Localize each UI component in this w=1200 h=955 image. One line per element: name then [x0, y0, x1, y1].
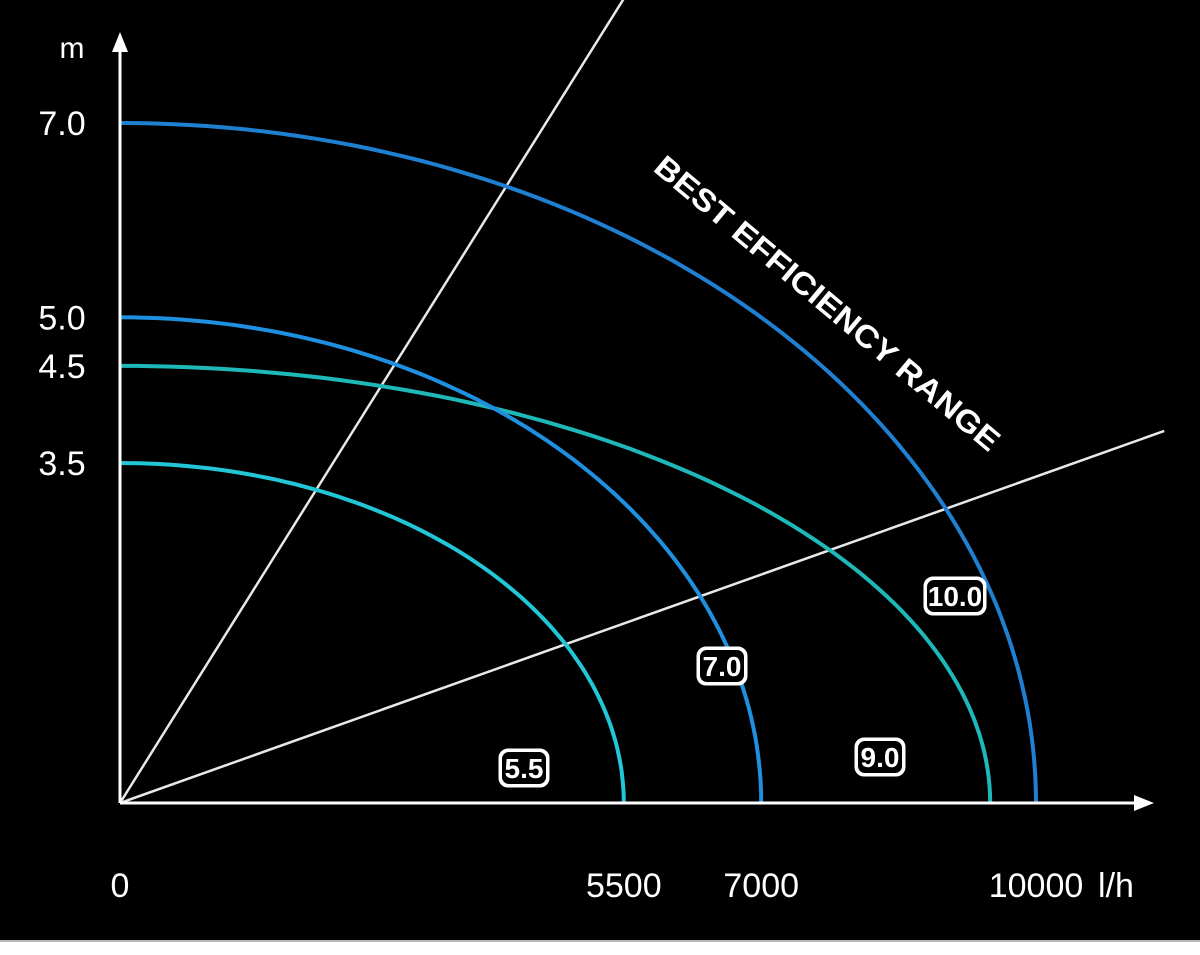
y-tick-label: 4.5 [38, 348, 85, 386]
curve-label-badge: 10.0 [923, 576, 987, 616]
curve-label-text: 7.0 [703, 651, 742, 682]
efficiency-boundary-line [119, 429, 1165, 805]
x-tick-label: 0 [111, 867, 130, 905]
curve-label-badge: 5.5 [498, 748, 550, 788]
x-tick-label: 5500 [586, 867, 662, 905]
pump-curve-10-0 [119, 121, 1038, 804]
pump-curve-9-0 [120, 363, 993, 804]
x-axis-unit-label: l/h [1098, 867, 1134, 905]
efficiency-boundary-line [118, 0, 625, 804]
curve-label-text: 5.5 [505, 753, 544, 784]
pump-curve-5-5 [119, 461, 626, 804]
y-axis-arrow [112, 32, 128, 52]
y-tick-label: 7.0 [38, 105, 85, 143]
curve-label-text: 9.0 [861, 742, 900, 773]
bottom-strip [0, 940, 1200, 955]
pump-curve-7-0 [119, 315, 764, 804]
efficiency-annotation: BEST EFFICIENCY RANGE [648, 149, 1008, 459]
x-tick-label: 7000 [723, 867, 799, 905]
y-axis-unit-label: m [60, 32, 85, 65]
y-tick-label: 3.5 [38, 445, 85, 483]
curve-label-badge: 7.0 [696, 646, 748, 686]
x-tick-label: 10000 [989, 867, 1084, 905]
curve-label-text: 10.0 [928, 581, 983, 612]
y-tick-label: 5.0 [38, 299, 85, 337]
curve-label-badge: 9.0 [854, 737, 906, 777]
x-axis-arrow [1134, 795, 1154, 811]
